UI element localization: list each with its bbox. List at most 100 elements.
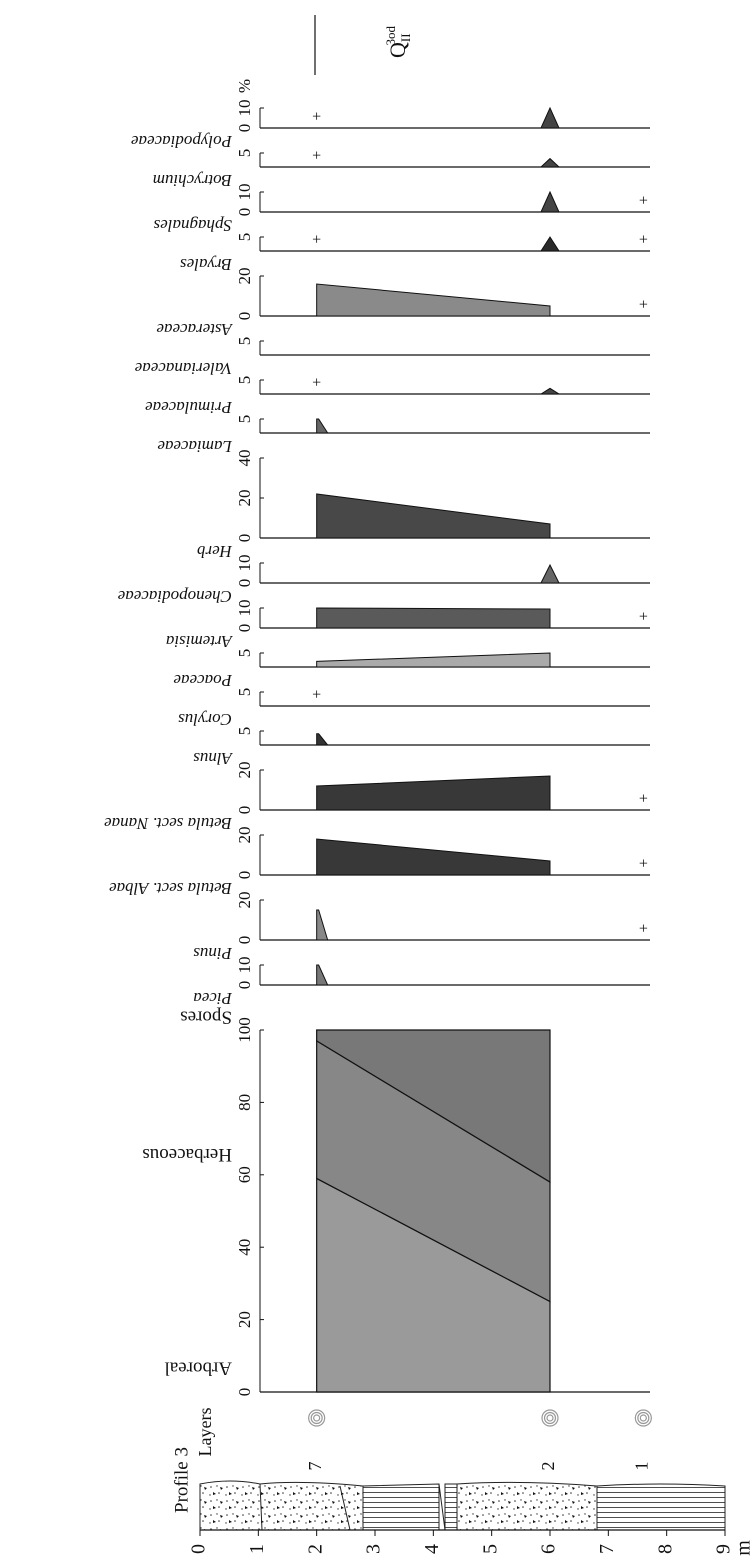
y-tick-label: 5 (235, 337, 254, 346)
y-tick-label: 0 (235, 936, 254, 945)
x-tick-label: 4 (421, 1544, 443, 1554)
y-tick-label: 10 (235, 600, 254, 617)
x-axis-label: m (733, 1540, 754, 1556)
layer-label: 1 (631, 1462, 651, 1471)
taxon-label: Primulaceae (145, 398, 233, 417)
layer-symbol (545, 1413, 556, 1424)
layer-label: 2 (538, 1462, 558, 1471)
taxon-area (317, 839, 550, 875)
y-tick-label: 20 (235, 892, 254, 909)
layer-symbol (314, 1415, 320, 1421)
stratigraphic-column (200, 1481, 725, 1530)
taxon-spike (541, 388, 559, 394)
taxon-label: Picea (193, 989, 233, 1008)
taxon-spike (541, 565, 559, 583)
taxon-area (317, 494, 550, 538)
unit-sub: II (398, 33, 413, 42)
y-tick-label: 10 (235, 555, 254, 572)
y-tick-label: 0 (235, 806, 254, 815)
trace-mark: + (639, 791, 648, 808)
x-tick-label: 3 (363, 1544, 385, 1554)
layer-symbol (638, 1413, 649, 1424)
taxon-spike (317, 910, 328, 940)
x-tick-label: 2 (304, 1544, 326, 1554)
y-tick-label: 100 (235, 1017, 254, 1043)
x-tick-label: 6 (538, 1544, 560, 1554)
taxon-spike (317, 419, 328, 433)
y-tick-label: 10 (235, 100, 254, 117)
taxon-label: Alnus (193, 749, 233, 768)
y-tick-label: 0 (235, 981, 254, 990)
taxon-spike (317, 965, 328, 985)
percent-label: % (235, 79, 254, 93)
legend-label: Herbaceous (142, 1144, 232, 1165)
taxon-spike (541, 192, 559, 212)
taxon-label: Botrychium (153, 171, 232, 190)
trace-mark: + (312, 375, 321, 392)
page: {"chart_data": { "type": "pollen", "prof… (0, 0, 754, 1561)
y-tick-label: 5 (235, 688, 254, 697)
taxon-area (317, 608, 550, 628)
legend-label: Spores (180, 1007, 232, 1028)
y-tick-label: 10 (235, 957, 254, 974)
taxon-area (317, 653, 550, 667)
y-tick-label: 20 (235, 762, 254, 779)
x-tick-label: 7 (596, 1544, 618, 1554)
y-tick-label: 0 (235, 534, 254, 543)
trace-mark: + (312, 109, 321, 126)
taxon-label: Pinus (193, 944, 233, 963)
trace-mark: + (639, 921, 648, 938)
taxon-label: Betula sect. Albae (109, 879, 232, 898)
taxon-label: Sphagnales (153, 216, 232, 235)
y-tick-label: 0 (235, 1388, 254, 1397)
y-tick-label: 0 (235, 871, 254, 880)
taxon-spike (541, 159, 559, 167)
y-tick-label: 40 (235, 450, 254, 467)
taxon-label: Artemisia (166, 632, 233, 651)
taxon-label: Asteraceae (156, 320, 233, 339)
taxon-label: Lamiaceae (157, 437, 233, 456)
y-tick-label: 20 (235, 827, 254, 844)
layer-symbol (640, 1415, 646, 1421)
y-tick-label: 0 (235, 624, 254, 633)
trace-mark: + (639, 856, 648, 873)
x-tick-label: 8 (654, 1544, 676, 1554)
y-tick-label: 5 (235, 376, 254, 385)
y-tick-label: 0 (235, 124, 254, 133)
trace-mark: + (639, 297, 648, 314)
trace-mark: + (312, 148, 321, 165)
taxon-label: Corylus (178, 710, 232, 729)
unit-sup: 3od (383, 25, 398, 45)
x-tick-label: 0 (188, 1544, 210, 1554)
y-tick-label: 20 (235, 1311, 254, 1328)
layer-symbol (547, 1415, 553, 1421)
chart: QII3od Profile 3 Layers m 0 1 2 3 4 5 6 7 8 9 7 2 10… (0, 0, 754, 1561)
trace-mark: + (312, 232, 321, 249)
layers-title: Layers (195, 1408, 215, 1457)
y-tick-label: 5 (235, 649, 254, 658)
unit-label: QII3od (383, 25, 413, 58)
y-tick-label: 5 (235, 415, 254, 424)
layer-symbol (311, 1413, 322, 1424)
y-tick-label: 0 (235, 579, 254, 588)
taxon-label: Poaceae (173, 671, 233, 690)
y-tick-label: 10 (235, 184, 254, 201)
y-tick-label: 5 (235, 233, 254, 242)
layer-label: 7 (305, 1462, 325, 1471)
y-tick-label: 60 (235, 1166, 254, 1183)
taxon-label: Betula sect. Nanae (104, 814, 232, 833)
taxon-label: Chenopodiaceae (117, 587, 232, 606)
y-tick-label: 80 (235, 1094, 254, 1111)
y-tick-label: 5 (235, 149, 254, 158)
y-tick-label: 0 (235, 312, 254, 321)
profile-title: Profile 3 (171, 1447, 192, 1513)
taxon-spike (541, 108, 559, 128)
taxon-spike (541, 237, 559, 251)
legend-label: Arboreal (164, 1358, 232, 1379)
x-tick-label: 9 (713, 1544, 735, 1554)
taxon-label: Valerianaceae (134, 359, 232, 378)
y-tick-label: 20 (235, 490, 254, 507)
trace-mark: + (639, 609, 648, 626)
y-tick-label: 0 (235, 208, 254, 217)
trace-mark: + (639, 193, 648, 210)
